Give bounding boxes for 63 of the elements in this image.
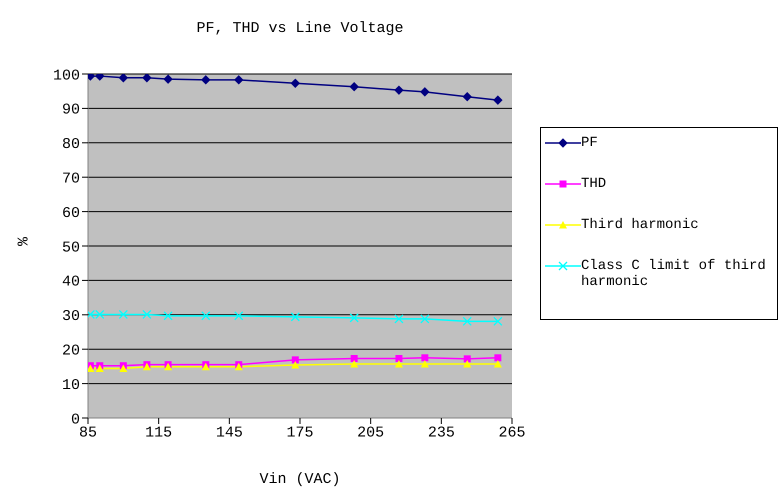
point	[420, 314, 430, 324]
point	[291, 361, 300, 369]
y-tick-label: 80	[62, 136, 80, 154]
y-tick-label: 30	[62, 308, 80, 326]
point	[420, 360, 429, 368]
legend-label: PF	[581, 135, 598, 151]
y-tick-label: 40	[62, 274, 80, 291]
x-tick-label: 205	[357, 424, 384, 442]
point	[96, 364, 104, 372]
x-tick-label: 85	[78, 424, 98, 442]
point	[462, 316, 472, 326]
point	[395, 354, 402, 362]
point	[493, 316, 503, 326]
point	[350, 354, 358, 362]
point	[494, 360, 502, 368]
point	[201, 311, 210, 320]
point	[119, 364, 128, 372]
x-tick-label: 265	[498, 424, 526, 442]
point	[142, 74, 152, 82]
point	[464, 355, 471, 362]
y-axis-title: %	[15, 236, 32, 246]
point	[118, 74, 128, 82]
legend-label: Class C limit of third harmonic	[581, 258, 767, 290]
point	[292, 356, 299, 364]
point	[234, 75, 244, 84]
point	[420, 87, 430, 96]
legend-label: THD	[581, 176, 606, 192]
point	[394, 314, 404, 324]
point	[118, 310, 128, 320]
point	[493, 96, 502, 105]
y-tick-label: 20	[62, 342, 80, 360]
y-tick-label: 60	[62, 204, 80, 222]
y-tick-label: 50	[62, 239, 80, 256]
point	[290, 312, 300, 322]
point	[142, 310, 152, 320]
y-tick-label: 100	[52, 67, 80, 84]
point	[463, 360, 472, 368]
point	[394, 360, 403, 368]
x-tick-label: 115	[145, 424, 172, 442]
point	[394, 86, 404, 95]
point	[350, 360, 358, 368]
chart-title: PF, THD vs Line Voltage	[195, 20, 405, 37]
point	[234, 311, 244, 320]
point	[350, 82, 359, 92]
point	[163, 311, 173, 320]
point	[290, 78, 300, 88]
x-tick-label: 145	[216, 424, 243, 442]
y-tick-label: 10	[62, 376, 80, 394]
point	[494, 354, 502, 362]
point	[95, 310, 104, 320]
point	[201, 75, 210, 84]
x-tick-label: 175	[286, 424, 314, 442]
x-tick-label: 235	[428, 424, 455, 442]
x-axis-title: Vin (VAC)	[259, 471, 341, 488]
point	[421, 354, 428, 362]
point	[350, 313, 359, 323]
y-tick-label: 70	[62, 170, 80, 188]
y-tick-label: 0	[70, 411, 80, 428]
y-tick-label: 90	[62, 102, 80, 119]
point	[95, 74, 104, 81]
point	[462, 92, 472, 102]
legend-label: Third harmonic	[581, 217, 699, 233]
point	[164, 74, 173, 84]
